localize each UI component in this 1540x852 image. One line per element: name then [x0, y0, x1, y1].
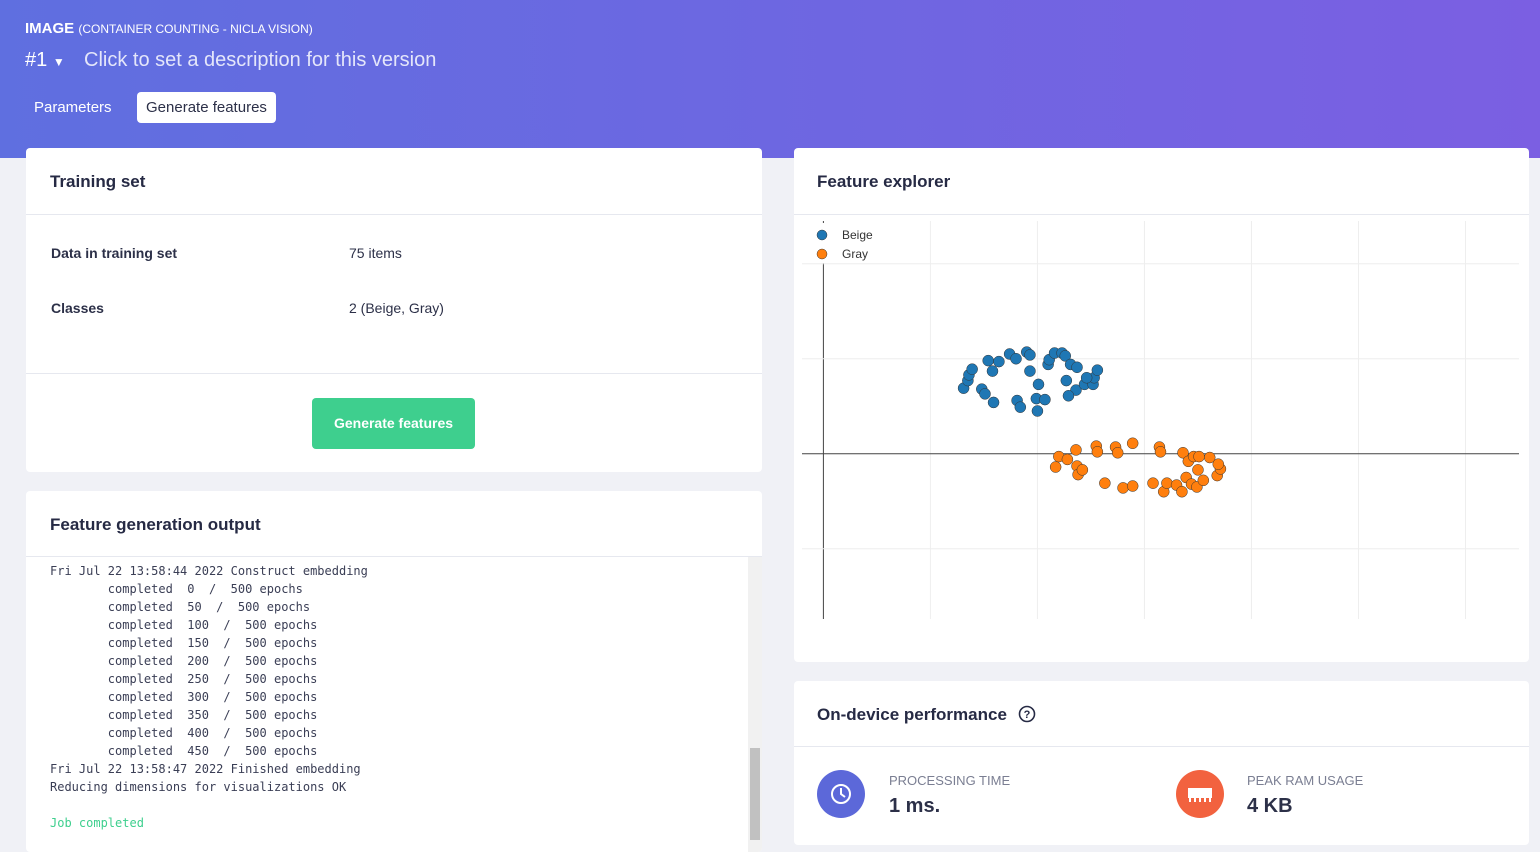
point	[1126, 437, 1139, 450]
metric-value: 1 ms.	[889, 795, 941, 817]
metric-value: 4 KB	[1247, 795, 1293, 817]
point	[1059, 350, 1072, 362]
point	[1154, 446, 1167, 458]
row-label: Data in training set	[51, 245, 178, 261]
point	[1039, 393, 1051, 406]
log-line: completed 250 / 500 epochs	[50, 672, 318, 686]
title: On-device performance	[817, 705, 1007, 724]
training-card: Training set Data in training set 75 ite…	[26, 148, 762, 472]
log-line: completed 300 / 500 epochs	[50, 690, 318, 704]
log-line: completed 450 / 500 epochs	[50, 744, 318, 758]
log-line: Reducing dimensions for visualizations O…	[50, 780, 347, 794]
point	[1071, 361, 1083, 374]
header-title-row: IMAGE (CONTAINER COUNTING - NICLA VISION…	[25, 20, 313, 37]
log-line: Fri Jul 22 13:58:44 2022 Construct embed…	[50, 564, 368, 578]
output-card: Feature generation output Fri Jul 22 13:…	[26, 491, 762, 852]
point	[993, 355, 1005, 368]
point	[1070, 444, 1082, 456]
separator	[26, 556, 762, 557]
card-title: On-device performance ?	[817, 705, 1036, 725]
point	[1177, 447, 1189, 459]
help-icon[interactable]: ?	[1018, 705, 1036, 723]
log: Fri Jul 22 13:58:44 2022 Construct embed…	[50, 562, 368, 796]
separator	[26, 373, 762, 374]
header: IMAGE (CONTAINER COUNTING - NICLA VISION…	[0, 0, 1540, 158]
point	[1197, 474, 1210, 487]
point	[1076, 464, 1089, 476]
log-line: completed 150 / 500 epochs	[50, 636, 318, 650]
row-value: 75 items	[349, 245, 402, 261]
legend-marker	[816, 229, 828, 241]
performance-card: On-device performance ? PROCESSING TIME …	[794, 681, 1529, 845]
point	[1161, 477, 1173, 489]
legend-marker	[816, 248, 828, 260]
row-value: 2 (Beige, Gray)	[349, 300, 444, 316]
log-status: Job completed	[50, 816, 144, 830]
point	[1099, 477, 1111, 489]
version-select[interactable]: #1 ▼	[25, 49, 65, 72]
separator	[26, 214, 762, 215]
point	[986, 365, 999, 377]
separator	[794, 214, 1529, 215]
version: #1	[25, 49, 48, 71]
point	[1080, 371, 1093, 384]
explorer-card: Feature explorer Beige Gray	[794, 148, 1529, 662]
point	[1031, 405, 1044, 417]
log-line: completed 0 / 500 epochs	[50, 582, 303, 596]
scrollbar-thumb[interactable]	[750, 748, 760, 840]
svg-text:?: ?	[1023, 709, 1030, 721]
title: IMAGE	[25, 20, 75, 37]
metric-label: PROCESSING TIME	[889, 773, 1011, 788]
point	[1193, 450, 1205, 463]
log-line: completed 400 / 500 epochs	[50, 726, 318, 740]
log-line: completed 200 / 500 epochs	[50, 654, 318, 668]
log-line: completed 350 / 500 epochs	[50, 708, 318, 722]
point	[966, 363, 978, 375]
separator	[794, 746, 1529, 747]
card-title: Feature generation output	[50, 515, 261, 534]
caret: ▼	[52, 55, 65, 69]
point	[979, 388, 991, 400]
point	[1091, 446, 1104, 458]
point	[1010, 352, 1022, 365]
point	[1014, 401, 1027, 413]
point	[1111, 447, 1124, 459]
point	[1176, 485, 1188, 498]
point	[1212, 458, 1225, 470]
point	[1061, 453, 1074, 466]
log-line: completed 50 / 500 epochs	[50, 600, 311, 614]
generate-button[interactable]: Generate features	[312, 398, 475, 449]
point	[1117, 482, 1129, 494]
point	[982, 354, 994, 367]
point	[987, 396, 1000, 409]
subtitle: (CONTAINER COUNTING - NICLA VISION)	[78, 22, 313, 36]
log-line: completed 100 / 500 epochs	[50, 618, 318, 632]
point	[1192, 464, 1204, 476]
clock-icon	[817, 770, 865, 818]
description[interactable]: Click to set a description for this vers…	[84, 49, 437, 71]
point	[1024, 349, 1036, 361]
tab-active[interactable]: Generate features	[137, 92, 276, 123]
point	[1091, 364, 1104, 376]
scatter-chart: Beige Gray	[802, 221, 1519, 619]
point	[1126, 480, 1139, 492]
point	[1049, 461, 1062, 473]
card-title: Training set	[50, 172, 146, 191]
card-title: Feature explorer	[817, 172, 951, 191]
point	[1060, 374, 1073, 387]
ram-icon	[1176, 770, 1224, 818]
point	[1147, 477, 1159, 489]
legend-label: Beige	[842, 228, 873, 242]
legend-label: Gray	[842, 247, 868, 261]
log-line: Fri Jul 22 13:58:47 2022 Finished embedd…	[50, 762, 361, 776]
point	[1032, 378, 1045, 391]
metric-label: PEAK RAM USAGE	[1247, 773, 1364, 788]
row-label: Classes	[51, 300, 104, 316]
point	[1024, 365, 1036, 377]
point	[1062, 390, 1075, 402]
tab[interactable]: Parameters	[34, 99, 112, 116]
